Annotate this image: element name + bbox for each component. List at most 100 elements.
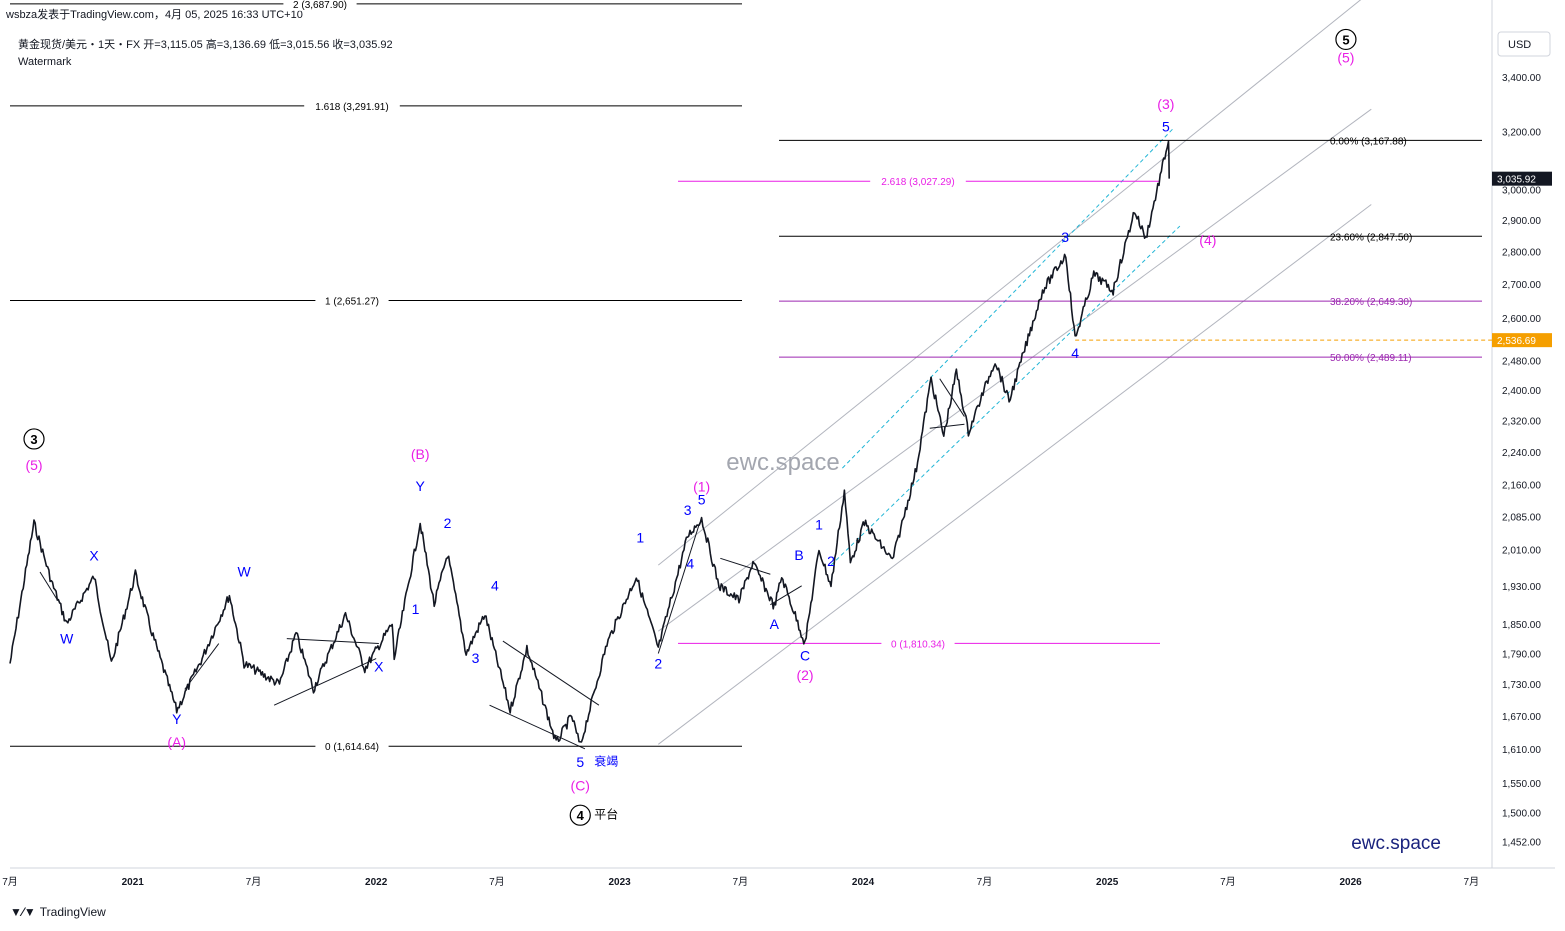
pattern-line xyxy=(502,640,600,706)
x-tick-label: 2024 xyxy=(852,877,875,888)
wave-label: B xyxy=(794,547,803,563)
x-tick-label: 2023 xyxy=(608,877,631,888)
y-tick-label: 1,790.00 xyxy=(1502,650,1541,661)
wave-label: 1 xyxy=(412,601,420,617)
y-tick-label: 2,700.00 xyxy=(1502,280,1541,291)
wave-label: Y xyxy=(172,711,182,727)
axes: USD 3,400.00 3,200.00 3,000.00 2,900.00 2,800… xyxy=(2,0,1555,888)
wave-label: 4 xyxy=(1071,345,1079,361)
x-tick-label: 7月 xyxy=(977,876,993,888)
x-tick-label: 2021 xyxy=(122,877,145,888)
x-tick-label: 7月 xyxy=(733,876,749,888)
x-tick-label: 7月 xyxy=(1464,876,1480,888)
wave-label: (1) xyxy=(693,479,710,495)
wave-label: 5 xyxy=(1162,118,1170,134)
currency-box xyxy=(1497,31,1551,57)
fib-level-label: 50.00% (2,489.11) xyxy=(1330,353,1412,364)
price-tag-label: 2,536.69 xyxy=(1497,336,1536,347)
wave-label: W xyxy=(60,631,74,647)
wave-label: 3 xyxy=(30,432,37,447)
fibonacci-levels: 2 (3,687.90) 1.618 (3,291.91) 1 (2,651.27)… xyxy=(10,0,1482,754)
wave-label: 2 xyxy=(654,656,662,672)
wave-label: (4) xyxy=(1199,232,1216,248)
wave-label: (3) xyxy=(1157,96,1174,112)
y-tick-label: 3,200.00 xyxy=(1502,127,1541,138)
x-tick-label: 7月 xyxy=(1220,876,1236,888)
wave-label: Y xyxy=(416,478,426,494)
wave-label: (A) xyxy=(167,734,186,750)
fib-level-label: 38.20% (2,649.30) xyxy=(1330,297,1412,308)
fib-level-label: 0 (1,614.64) xyxy=(325,742,379,753)
wave-label: X xyxy=(89,548,99,564)
fib-level-label: 2 (3,687.90) xyxy=(293,0,347,11)
wave-label: 1 xyxy=(815,516,823,532)
chart-header: wsbza发表于TradingView.com，4月 05, 2025 16:3… xyxy=(6,6,393,68)
trend-channel-line xyxy=(657,204,1372,745)
y-tick-label: 2,600.00 xyxy=(1502,314,1541,325)
fib-label-bg xyxy=(304,98,400,113)
y-tick-label: 1,850.00 xyxy=(1502,620,1541,631)
pattern-line xyxy=(657,522,701,654)
wave-label: 平台 xyxy=(594,806,618,821)
y-tick-label: 1,930.00 xyxy=(1502,582,1541,593)
y-tick-label: 1,670.00 xyxy=(1502,712,1541,723)
fib-level-label: 1 (2,651.27) xyxy=(325,296,379,307)
wave-label: C xyxy=(800,648,810,664)
trend-channel-line xyxy=(657,108,1372,632)
y-tick-label: 2,400.00 xyxy=(1502,386,1541,397)
wave-label: W xyxy=(237,564,251,580)
wave-label: A xyxy=(770,616,780,632)
fib-label-bg xyxy=(315,739,389,754)
y-tick-label: 2,480.00 xyxy=(1502,356,1541,367)
x-tick-label: 7月 xyxy=(246,876,262,888)
wave-label: (C) xyxy=(571,777,590,793)
wave-label: 5 xyxy=(1342,32,1349,47)
pattern-line xyxy=(273,658,377,706)
wave-label: (5) xyxy=(1337,49,1354,65)
y-tick-label: 2,320.00 xyxy=(1502,416,1541,427)
currency-label: USD xyxy=(1508,39,1531,51)
wave-label: 4 xyxy=(491,578,499,594)
y-tick-label: 3,000.00 xyxy=(1502,185,1541,196)
wave-label: (2) xyxy=(796,667,813,683)
pattern-line xyxy=(39,571,58,601)
x-tick-label: 7月 xyxy=(2,876,18,888)
pattern-line xyxy=(286,638,379,645)
fib-label-bg xyxy=(283,0,357,11)
dashed-channel-line xyxy=(842,128,1174,469)
trend-channel-line xyxy=(657,0,1362,566)
fib-label-bg xyxy=(315,293,389,308)
x-tick-label: 2026 xyxy=(1339,877,1362,888)
site-brand: ewc.space xyxy=(1351,833,1441,854)
wave-label: X xyxy=(374,658,384,674)
x-tick-label: 2025 xyxy=(1096,877,1119,888)
wave-circle xyxy=(569,804,591,826)
wave-label: (5) xyxy=(25,457,42,473)
wave-circle xyxy=(23,428,45,450)
price-tag xyxy=(1492,171,1552,186)
price-tag-label: 3,035.92 xyxy=(1497,175,1536,186)
y-tick-label: 2,800.00 xyxy=(1502,247,1541,258)
y-tick-label: 3,400.00 xyxy=(1502,73,1541,84)
y-tick-label: 1,452.00 xyxy=(1502,838,1541,849)
wave-label: 3 xyxy=(472,650,480,666)
wave-label: 2 xyxy=(444,515,452,531)
fib-level-label: 23.60% (2,847.50) xyxy=(1330,232,1412,243)
y-tick-label: 2,160.00 xyxy=(1502,481,1541,492)
wave-label: 4 xyxy=(577,808,585,823)
wave-label: 5 xyxy=(576,754,584,770)
footer-brand: TradingView xyxy=(39,905,106,919)
y-tick-label: 2,240.00 xyxy=(1502,448,1541,459)
fib-level-label: 1.618 (3,291.91) xyxy=(315,102,388,113)
pattern-line xyxy=(720,557,771,575)
fib-label-bg xyxy=(881,636,955,651)
y-tick-label: 1,730.00 xyxy=(1502,680,1541,691)
y-tick-label: 2,085.00 xyxy=(1502,512,1541,523)
wave-label: 5 xyxy=(698,491,706,507)
y-tick-label: 2,010.00 xyxy=(1502,545,1541,556)
y-tick-label: 1,610.00 xyxy=(1502,745,1541,756)
tradingview-logo-icon: ▼⁄▼ xyxy=(10,905,36,919)
dashed-channel-line xyxy=(830,225,1181,566)
